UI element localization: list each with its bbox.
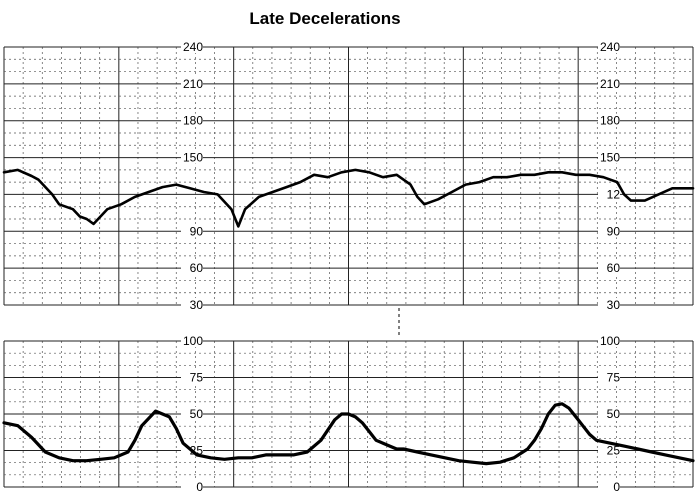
tick-label-bg [598, 150, 620, 164]
y-tick-label-right: 25 [607, 444, 621, 458]
tick-label-bg [598, 480, 620, 493]
y-tick-label-right: 240 [600, 40, 620, 54]
y-tick-label-left: 75 [190, 371, 204, 385]
tick-label-bg [181, 480, 203, 493]
tick-label-bg [598, 261, 620, 275]
y-tick-label-right: 0 [613, 480, 620, 494]
tick-label-bg [181, 224, 203, 238]
tick-label-bg [181, 261, 203, 275]
tick-label-bg [181, 40, 203, 53]
y-tick-label-left: 240 [183, 40, 203, 54]
tick-label-bg [181, 407, 203, 420]
uterine-contraction-trace [2, 402, 695, 466]
tick-label-bg [598, 76, 620, 90]
y-tick-label-right: 60 [607, 261, 621, 275]
y-tick-label-left: 150 [183, 151, 203, 165]
y-tick-label-right: 50 [607, 407, 621, 421]
tick-label-bg [598, 224, 620, 238]
y-tick-label-right: 12 [607, 187, 621, 201]
tick-label-bg [598, 443, 620, 457]
tick-label-bg [181, 113, 203, 127]
y-tick-label-left: 0 [196, 480, 203, 494]
y-tick-label-left: 100 [183, 334, 203, 348]
tick-label-bg [598, 187, 620, 201]
tick-label-bg [181, 298, 203, 311]
y-tick-label-left: 60 [190, 261, 204, 275]
y-tick-label-left: 30 [190, 298, 204, 312]
tick-label-bg [598, 298, 620, 311]
fetal-heart-rate-panel: 30 30 60 60 90 90 12 150 150 180 180 210 210 240 240 [2, 40, 695, 312]
y-tick-label-right: 210 [600, 77, 620, 91]
tick-label-bg [598, 334, 620, 347]
y-tick-label-right: 30 [607, 298, 621, 312]
tick-label-bg [598, 370, 620, 384]
fetal-heart-rate-trace [2, 168, 695, 228]
y-tick-label-left: 180 [183, 114, 203, 128]
tick-label-bg [598, 407, 620, 420]
tick-label-bg [181, 76, 203, 90]
y-tick-label-right: 100 [600, 334, 620, 348]
y-tick-label-left: 210 [183, 77, 203, 91]
tick-label-bg [181, 150, 203, 164]
y-tick-label-right: 150 [600, 151, 620, 165]
y-tick-label-right: 90 [607, 224, 621, 238]
y-tick-label-left: 50 [190, 407, 204, 421]
tick-label-bg [181, 334, 203, 347]
tick-label-bg [181, 370, 203, 384]
tick-label-bg [598, 40, 620, 53]
tick-label-bg [598, 113, 620, 127]
y-tick-label-left: 90 [190, 224, 204, 238]
y-tick-label-right: 180 [600, 114, 620, 128]
y-tick-label-right: 75 [607, 371, 621, 385]
chart-title: Late Decelerations [249, 9, 400, 28]
